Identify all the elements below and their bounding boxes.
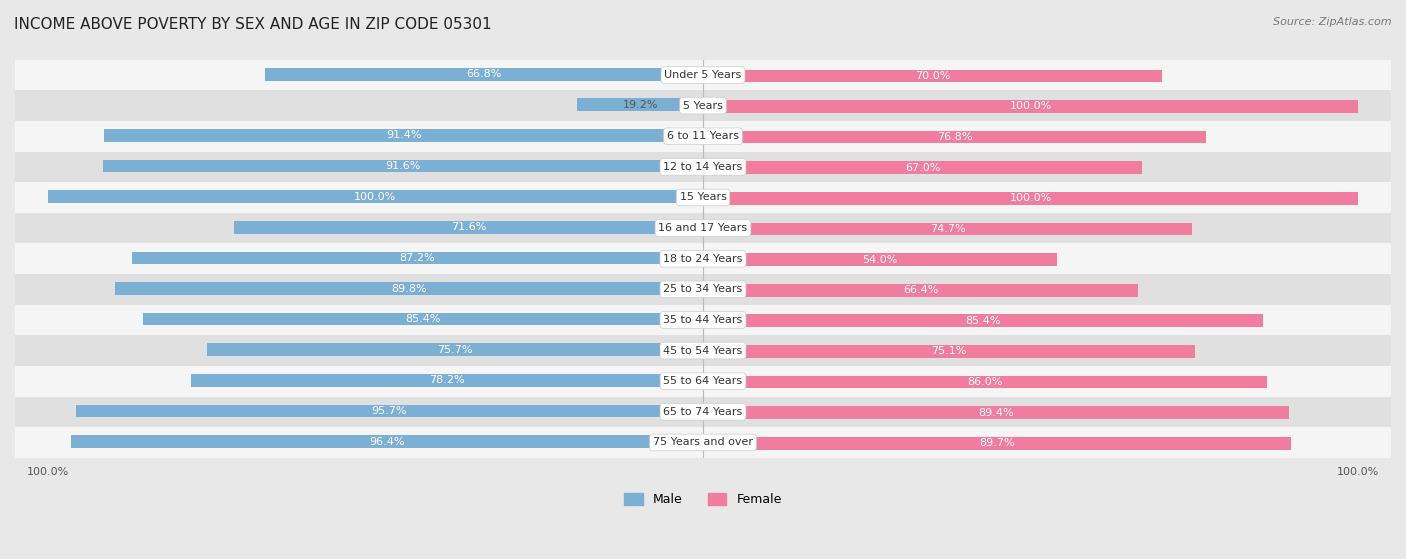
Bar	[48, 190, 703, 203]
Text: 19.2%: 19.2%	[623, 100, 658, 110]
Bar	[15, 91, 1391, 121]
Text: Source: ZipAtlas.com: Source: ZipAtlas.com	[1274, 17, 1392, 27]
Bar	[703, 253, 1057, 266]
Text: 96.4%: 96.4%	[370, 437, 405, 447]
Bar	[703, 222, 1192, 235]
Text: 100.0%: 100.0%	[1010, 193, 1052, 203]
Bar	[703, 192, 1358, 205]
Bar	[703, 131, 1206, 144]
Text: 89.8%: 89.8%	[391, 283, 426, 293]
Bar	[15, 335, 1391, 366]
Text: 85.4%: 85.4%	[405, 314, 441, 324]
Bar	[76, 405, 703, 417]
Bar	[132, 252, 703, 264]
Text: 75.7%: 75.7%	[437, 345, 472, 355]
Text: 66.4%: 66.4%	[903, 285, 938, 295]
Bar	[703, 437, 1291, 449]
Bar	[578, 98, 703, 111]
Bar	[143, 313, 703, 325]
Text: 18 to 24 Years: 18 to 24 Years	[664, 254, 742, 264]
Text: 35 to 44 Years: 35 to 44 Years	[664, 315, 742, 325]
Bar	[15, 427, 1391, 458]
Text: 75.1%: 75.1%	[931, 347, 967, 357]
Bar	[191, 374, 703, 387]
Text: 71.6%: 71.6%	[451, 222, 486, 233]
Bar	[15, 121, 1391, 151]
Text: 16 and 17 Years: 16 and 17 Years	[658, 223, 748, 233]
Bar	[15, 243, 1391, 274]
Bar	[703, 406, 1289, 419]
Text: 66.8%: 66.8%	[467, 69, 502, 79]
Bar	[266, 68, 703, 80]
Bar	[104, 129, 703, 142]
Text: 55 to 64 Years: 55 to 64 Years	[664, 376, 742, 386]
Text: 65 to 74 Years: 65 to 74 Years	[664, 407, 742, 417]
Text: 76.8%: 76.8%	[936, 132, 973, 142]
Bar	[15, 305, 1391, 335]
Text: 74.7%: 74.7%	[929, 224, 966, 234]
Text: 45 to 54 Years: 45 to 54 Years	[664, 345, 742, 356]
Text: 87.2%: 87.2%	[399, 253, 434, 263]
Text: 89.4%: 89.4%	[979, 408, 1014, 418]
Bar	[703, 100, 1358, 113]
Text: 78.2%: 78.2%	[429, 375, 464, 385]
Text: 70.0%: 70.0%	[915, 71, 950, 81]
Text: 75 Years and over: 75 Years and over	[652, 438, 754, 447]
Text: 5 Years: 5 Years	[683, 101, 723, 111]
Text: 86.0%: 86.0%	[967, 377, 1002, 387]
Bar	[15, 274, 1391, 305]
Bar	[703, 376, 1267, 389]
Bar	[233, 221, 703, 234]
Bar	[15, 366, 1391, 396]
Text: 100.0%: 100.0%	[354, 192, 396, 202]
Bar	[15, 60, 1391, 91]
Bar	[15, 213, 1391, 243]
Text: 12 to 14 Years: 12 to 14 Years	[664, 162, 742, 172]
Text: 95.7%: 95.7%	[371, 406, 408, 416]
Text: 25 to 34 Years: 25 to 34 Years	[664, 285, 742, 295]
Text: 91.6%: 91.6%	[385, 161, 420, 171]
Bar	[207, 343, 703, 356]
Bar	[703, 162, 1142, 174]
Legend: Male, Female: Male, Female	[619, 488, 787, 511]
Text: 85.4%: 85.4%	[965, 316, 1001, 326]
Bar	[103, 160, 703, 172]
Text: Under 5 Years: Under 5 Years	[665, 70, 741, 80]
Bar	[703, 284, 1137, 296]
Text: 6 to 11 Years: 6 to 11 Years	[666, 131, 740, 141]
Text: 100.0%: 100.0%	[1010, 102, 1052, 111]
Bar	[703, 315, 1263, 327]
Text: 54.0%: 54.0%	[862, 254, 897, 264]
Bar	[15, 182, 1391, 213]
Bar	[15, 396, 1391, 427]
Text: 89.7%: 89.7%	[979, 438, 1015, 448]
Bar	[72, 435, 703, 448]
Bar	[703, 69, 1161, 82]
Bar	[115, 282, 703, 295]
Bar	[703, 345, 1195, 358]
Text: INCOME ABOVE POVERTY BY SEX AND AGE IN ZIP CODE 05301: INCOME ABOVE POVERTY BY SEX AND AGE IN Z…	[14, 17, 492, 32]
Bar	[15, 151, 1391, 182]
Text: 15 Years: 15 Years	[679, 192, 727, 202]
Text: 91.4%: 91.4%	[385, 130, 422, 140]
Text: 67.0%: 67.0%	[905, 163, 941, 173]
